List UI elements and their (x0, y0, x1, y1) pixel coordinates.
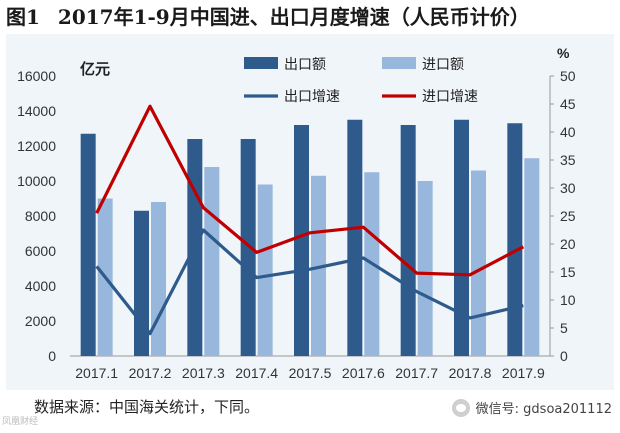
y2-tick-label: 10 (560, 292, 576, 308)
x-tick-label: 2017.9 (502, 365, 545, 381)
y2-tick-label: 0 (560, 348, 568, 364)
y-tick-label: 4000 (25, 278, 56, 294)
y2-tick-label: 30 (560, 180, 576, 196)
import-bar (257, 184, 273, 356)
chart-panel: 0 2000 4000 6000 8000 10000 12000 14000 16000 0 5 1… (6, 34, 614, 390)
x-tick-label: 2017.1 (75, 365, 118, 381)
export-bar (134, 210, 149, 356)
y2-axis-label: % (557, 45, 570, 61)
x-tick-label: 2017.6 (342, 365, 385, 381)
export-bar (507, 123, 523, 356)
y2-tick-label: 35 (560, 152, 576, 168)
x-tick-label: 2017.7 (395, 365, 438, 381)
legend-swatch (244, 57, 278, 69)
corner-watermark: 凤凰财经 (2, 417, 39, 427)
export-bar (240, 139, 256, 356)
figure-title-text: 2017年1-9月中国进、出口月度增速（人民币计价） (57, 5, 530, 29)
export-bar (454, 119, 469, 356)
y-tick-label: 12000 (17, 138, 56, 154)
y-tick-label: 6000 (25, 243, 56, 259)
import-bar (471, 170, 486, 356)
y-tick-label: 8000 (25, 208, 56, 224)
y2-tick-label: 50 (560, 68, 576, 84)
legend-label: 出口增速 (284, 89, 340, 105)
y-tick-label: 10000 (17, 173, 56, 189)
y2-tick-label: 20 (560, 236, 576, 252)
y2-tick-label: 15 (560, 264, 576, 280)
legend-swatch (382, 57, 416, 69)
y-tick-label: 2000 (25, 313, 56, 329)
chart-title: 图1 2017年1-9月中国进、出口月度增速（人民币计价） (6, 3, 530, 31)
y2-tick-label: 5 (560, 320, 568, 336)
y-tick-label: 0 (48, 348, 56, 364)
y-axis-label: 亿元 (80, 60, 110, 78)
wechat-watermark: 微信号: gdsoa201112 (451, 398, 612, 417)
wechat-icon (451, 398, 470, 417)
data-source: 数据来源：中国海关统计，下同。 (34, 398, 260, 416)
y2-tick-label: 45 (560, 96, 576, 112)
legend-label: 进口增速 (422, 89, 478, 105)
legend-label: 出口额 (284, 57, 326, 73)
y-tick-label: 16000 (17, 68, 56, 84)
wechat-id: 微信号: gdsoa201112 (475, 402, 612, 417)
x-tick-label: 2017.4 (235, 365, 278, 381)
legend-label: 进口额 (422, 57, 464, 73)
y2-tick-label: 40 (560, 124, 576, 140)
x-tick-label: 2017.2 (129, 365, 172, 381)
x-tick-label: 2017.3 (182, 365, 225, 381)
export-bar (347, 119, 363, 356)
import-bar (151, 202, 166, 356)
import-bar (417, 181, 433, 356)
export-bar (400, 125, 416, 356)
y-tick-label: 14000 (17, 103, 56, 119)
import-bar (524, 158, 540, 356)
import-bar (204, 167, 220, 356)
figure-number: 图1 (6, 5, 40, 29)
export-bar (80, 133, 96, 356)
x-tick-label: 2017.5 (289, 365, 332, 381)
export-bar (294, 125, 309, 356)
chart-svg: 0 2000 4000 6000 8000 10000 12000 14000 16000 0 5 1… (17, 45, 576, 381)
y2-tick-label: 25 (560, 208, 576, 224)
x-tick-label: 2017.8 (449, 365, 492, 381)
